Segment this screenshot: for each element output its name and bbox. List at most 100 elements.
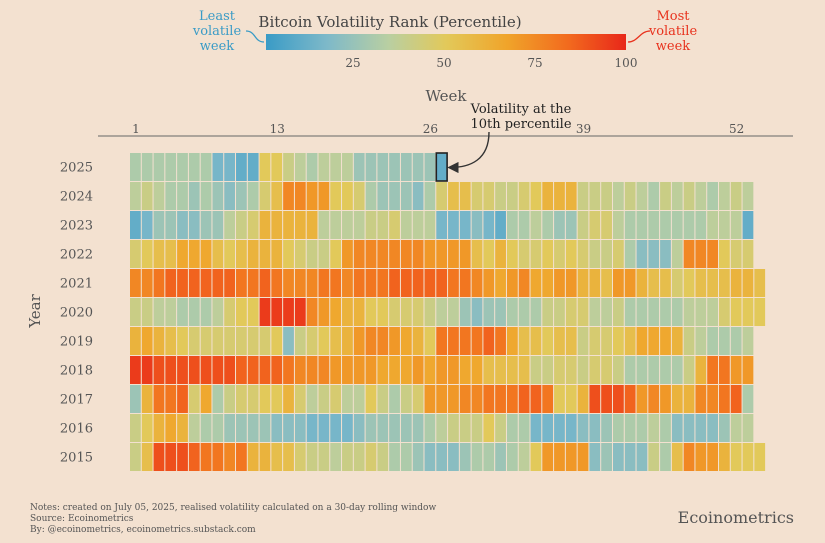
heatmap-cell bbox=[424, 211, 436, 239]
heatmap-cell bbox=[342, 356, 353, 384]
heatmap-cell bbox=[636, 269, 648, 297]
heatmap-cell bbox=[424, 269, 436, 297]
heatmap-cell bbox=[153, 443, 165, 471]
heatmap-cell bbox=[565, 240, 577, 268]
heatmap-cell bbox=[153, 385, 165, 413]
heatmap-cell bbox=[259, 356, 271, 384]
heatmap-cell bbox=[471, 240, 483, 268]
heatmap-cell bbox=[624, 443, 636, 471]
heatmap-cell bbox=[448, 443, 459, 471]
heatmap-cell bbox=[224, 211, 236, 239]
footer-notes: Notes: created on July 05, 2025, realise… bbox=[30, 503, 436, 513]
heatmap-cell bbox=[483, 385, 495, 413]
heatmap-cell bbox=[612, 443, 624, 471]
heatmap-cell bbox=[200, 327, 212, 355]
heatmap-cell bbox=[330, 211, 342, 239]
heatmap-cell bbox=[342, 211, 353, 239]
heatmap-cell bbox=[247, 385, 259, 413]
heatmap-cell bbox=[353, 298, 365, 326]
heatmap-cell bbox=[695, 385, 707, 413]
heatmap-cell bbox=[236, 298, 247, 326]
heatmap-cell bbox=[294, 153, 306, 181]
heatmap-cell bbox=[707, 414, 718, 442]
heatmap-cell bbox=[177, 356, 188, 384]
heatmap-cell bbox=[459, 356, 471, 384]
heatmap-cell bbox=[719, 327, 730, 355]
heatmap-cell bbox=[436, 240, 448, 268]
x-tick-label-13: 13 bbox=[270, 122, 285, 136]
heatmap-cell bbox=[589, 298, 601, 326]
y-tick-label-2018: 2018 bbox=[60, 364, 93, 379]
heatmap-cell bbox=[271, 443, 283, 471]
heatmap-cell bbox=[224, 182, 236, 210]
heatmap-cell bbox=[353, 240, 365, 268]
heatmap-cell bbox=[648, 211, 660, 239]
heatmap-cell bbox=[660, 211, 671, 239]
heatmap-cell bbox=[342, 153, 353, 181]
heatmap-cell bbox=[660, 182, 671, 210]
most-volatile-label-3: week bbox=[656, 39, 691, 54]
heatmap-cell bbox=[589, 414, 601, 442]
heatmap-cell bbox=[365, 356, 377, 384]
heatmap-cell bbox=[177, 269, 188, 297]
heatmap-cell bbox=[459, 240, 471, 268]
heatmap-cell bbox=[589, 269, 601, 297]
heatmap-cell bbox=[318, 356, 330, 384]
heatmap-cell bbox=[165, 414, 177, 442]
heatmap-cell bbox=[306, 269, 318, 297]
heatmap-cell bbox=[188, 443, 200, 471]
heatmap-cell bbox=[283, 269, 294, 297]
most-volatile-arrow bbox=[627, 30, 651, 43]
heatmap-cell bbox=[506, 240, 518, 268]
heatmap-cell bbox=[554, 269, 565, 297]
heatmap-cell bbox=[495, 269, 506, 297]
heatmap-cell bbox=[471, 298, 483, 326]
heatmap-cell bbox=[530, 356, 542, 384]
heatmap-cell bbox=[247, 298, 259, 326]
heatmap-cell bbox=[565, 356, 577, 384]
legend-tick-75: 75 bbox=[527, 56, 542, 70]
heatmap-cell bbox=[636, 443, 648, 471]
heatmap-cell bbox=[342, 385, 353, 413]
heatmap-cell bbox=[624, 240, 636, 268]
heatmap-cell bbox=[483, 211, 495, 239]
heatmap-cell bbox=[495, 211, 506, 239]
heatmap-cell bbox=[459, 327, 471, 355]
heatmap-cell bbox=[389, 385, 400, 413]
heatmap-cell bbox=[495, 443, 506, 471]
heatmap-cell bbox=[330, 385, 342, 413]
heatmap-cell bbox=[389, 414, 400, 442]
heatmap-cell bbox=[683, 385, 695, 413]
heatmap-cell bbox=[636, 211, 648, 239]
heatmap-cell bbox=[412, 356, 424, 384]
heatmap-cell bbox=[400, 443, 412, 471]
heatmap-cell bbox=[259, 211, 271, 239]
heatmap-cell bbox=[271, 240, 283, 268]
heatmap-cell bbox=[259, 385, 271, 413]
heatmap-cell bbox=[424, 153, 436, 181]
heatmap-cell bbox=[530, 298, 542, 326]
heatmap-cell bbox=[188, 385, 200, 413]
footer-source: Source: Ecoinometrics bbox=[30, 514, 134, 524]
heatmap-cell bbox=[730, 414, 742, 442]
heatmap-cell bbox=[271, 269, 283, 297]
heatmap-cell bbox=[565, 298, 577, 326]
heatmap-cell bbox=[400, 211, 412, 239]
heatmap-cell bbox=[200, 211, 212, 239]
heatmap-cell bbox=[530, 182, 542, 210]
heatmap-cell bbox=[660, 385, 671, 413]
heatmap-cell bbox=[601, 385, 612, 413]
heatmap-cell bbox=[448, 298, 459, 326]
heatmap-cell bbox=[648, 298, 660, 326]
heatmap-cell bbox=[542, 240, 554, 268]
heatmap-cell bbox=[436, 211, 448, 239]
heatmap-cell bbox=[448, 211, 459, 239]
heatmap-cell bbox=[577, 269, 589, 297]
heatmap-cell bbox=[177, 182, 188, 210]
heatmap-cell bbox=[506, 443, 518, 471]
heatmap-cell bbox=[306, 385, 318, 413]
heatmap-cell bbox=[141, 182, 153, 210]
heatmap-cell bbox=[330, 443, 342, 471]
heatmap-cell bbox=[188, 211, 200, 239]
heatmap-cell bbox=[188, 327, 200, 355]
